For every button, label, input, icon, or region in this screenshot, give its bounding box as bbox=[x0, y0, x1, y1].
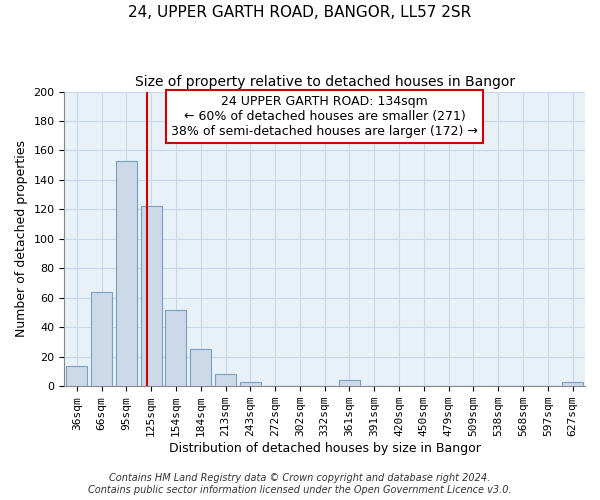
Bar bbox=[215, 374, 236, 386]
Bar bbox=[339, 380, 360, 386]
Text: 24 UPPER GARTH ROAD: 134sqm
← 60% of detached houses are smaller (271)
38% of se: 24 UPPER GARTH ROAD: 134sqm ← 60% of det… bbox=[171, 94, 478, 138]
Bar bbox=[166, 310, 187, 386]
Bar bbox=[66, 366, 88, 386]
Bar bbox=[562, 382, 583, 386]
Text: 24, UPPER GARTH ROAD, BANGOR, LL57 2SR: 24, UPPER GARTH ROAD, BANGOR, LL57 2SR bbox=[128, 5, 472, 20]
Bar bbox=[140, 206, 162, 386]
Title: Size of property relative to detached houses in Bangor: Size of property relative to detached ho… bbox=[134, 75, 515, 89]
Bar bbox=[91, 292, 112, 386]
Bar bbox=[190, 350, 211, 386]
Text: Contains HM Land Registry data © Crown copyright and database right 2024.
Contai: Contains HM Land Registry data © Crown c… bbox=[88, 474, 512, 495]
X-axis label: Distribution of detached houses by size in Bangor: Distribution of detached houses by size … bbox=[169, 442, 481, 455]
Bar bbox=[116, 161, 137, 386]
Y-axis label: Number of detached properties: Number of detached properties bbox=[15, 140, 28, 338]
Bar bbox=[240, 382, 261, 386]
